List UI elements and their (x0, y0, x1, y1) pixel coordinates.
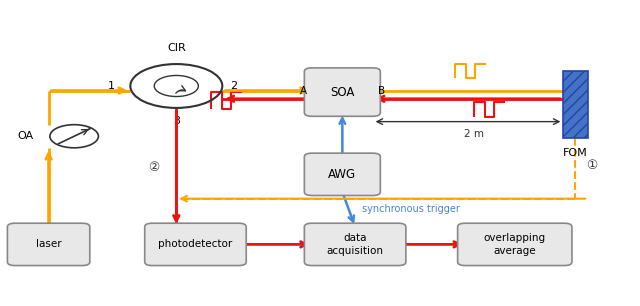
FancyBboxPatch shape (145, 223, 246, 266)
Text: data
acquisition: data acquisition (326, 233, 383, 256)
Text: 3: 3 (173, 116, 180, 125)
Bar (563, 71, 588, 138)
Text: 2: 2 (230, 81, 237, 91)
Text: B: B (378, 86, 385, 95)
Text: laser: laser (36, 239, 61, 249)
Text: A: A (300, 86, 307, 95)
Text: CIR: CIR (167, 43, 186, 53)
Text: overlapping
average: overlapping average (484, 233, 546, 256)
FancyBboxPatch shape (305, 68, 380, 116)
Text: OA: OA (18, 131, 34, 141)
Text: 1: 1 (108, 81, 115, 91)
FancyBboxPatch shape (305, 223, 406, 266)
FancyBboxPatch shape (8, 223, 90, 266)
Text: ②: ② (148, 161, 159, 174)
Text: photodetector: photodetector (158, 239, 232, 249)
Text: FOM: FOM (563, 148, 588, 159)
FancyBboxPatch shape (305, 153, 380, 196)
FancyBboxPatch shape (458, 223, 572, 266)
Text: synchronous trigger: synchronous trigger (362, 204, 460, 215)
Text: 2 m: 2 m (465, 129, 484, 139)
Text: SOA: SOA (330, 86, 355, 99)
Text: ①: ① (586, 159, 597, 172)
Text: AWG: AWG (328, 168, 356, 181)
